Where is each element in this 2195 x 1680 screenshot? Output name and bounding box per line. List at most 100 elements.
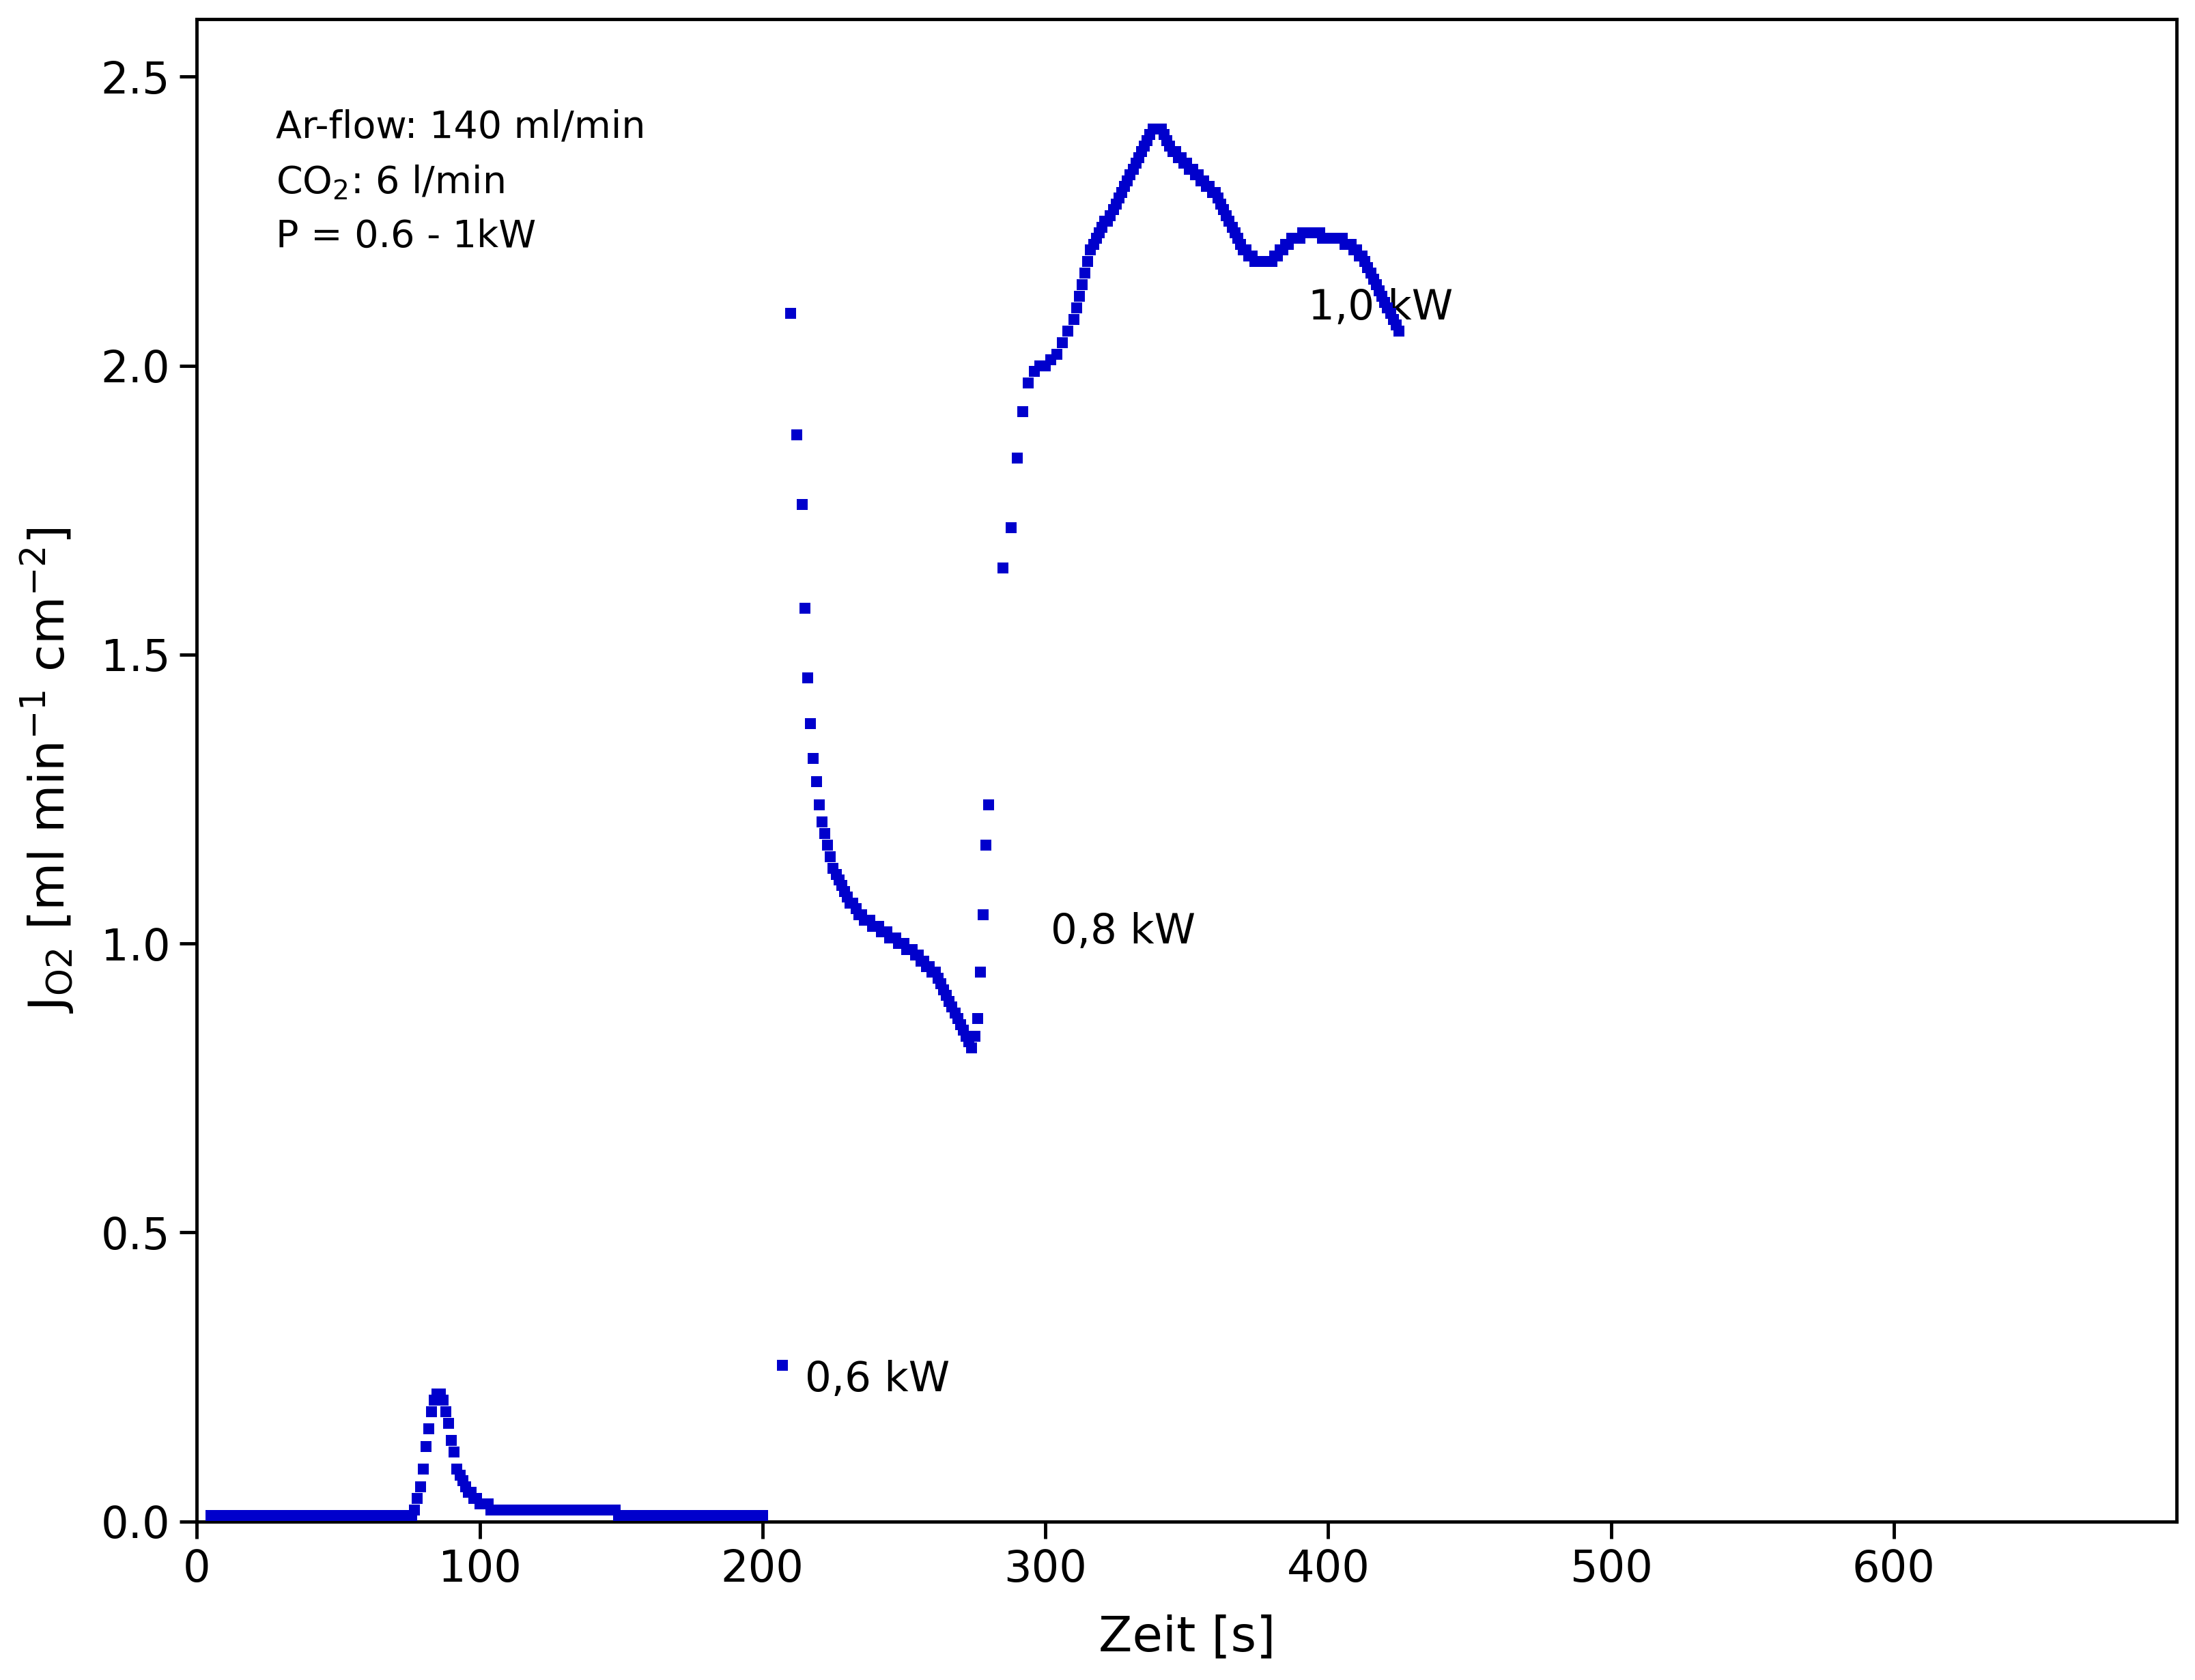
Point: [430, 1410, 465, 1436]
Point: [722, 1502, 757, 1529]
Point: [588, 1497, 623, 1524]
Point: [450, 1478, 485, 1505]
Point: [371, 1502, 406, 1529]
Point: [555, 1497, 590, 1524]
Point: [1194, 178, 1229, 205]
Point: [1212, 208, 1247, 235]
Point: [395, 1502, 430, 1529]
Point: [705, 1502, 740, 1529]
Point: [920, 964, 955, 991]
Point: [465, 1490, 500, 1517]
Point: [485, 1497, 520, 1524]
Point: [911, 953, 946, 979]
Point: [632, 1502, 667, 1529]
Point: [968, 832, 1003, 858]
Point: [461, 1490, 496, 1517]
Point: [1049, 318, 1084, 344]
Point: [1137, 116, 1172, 143]
Point: [623, 1502, 658, 1529]
Point: [1223, 230, 1258, 257]
Point: [200, 1502, 235, 1529]
Point: [1058, 294, 1093, 321]
Point: [202, 1502, 237, 1529]
Point: [1065, 272, 1100, 299]
Point: [518, 1497, 553, 1524]
Point: [628, 1502, 663, 1529]
Point: [351, 1502, 386, 1529]
Point: [1350, 254, 1385, 281]
Point: [391, 1502, 426, 1529]
Point: [509, 1497, 544, 1524]
Point: [1293, 220, 1328, 247]
Point: [641, 1502, 676, 1529]
Point: [643, 1502, 678, 1529]
Point: [784, 491, 819, 517]
Point: [841, 900, 876, 927]
Point: [880, 931, 915, 958]
Point: [1271, 230, 1306, 257]
Point: [410, 1416, 446, 1443]
Point: [498, 1497, 533, 1524]
Point: [1128, 128, 1163, 155]
Point: [1240, 249, 1275, 276]
Point: [290, 1502, 325, 1529]
Point: [329, 1502, 364, 1529]
Point: [1174, 156, 1209, 183]
Point: [342, 1502, 378, 1529]
Point: [858, 912, 893, 939]
Point: [1163, 144, 1198, 171]
Point: [334, 1502, 369, 1529]
Point: [1251, 249, 1286, 276]
Point: [1089, 208, 1124, 235]
Point: [211, 1502, 246, 1529]
Point: [378, 1502, 413, 1529]
Point: [406, 1457, 441, 1483]
Point: [1330, 230, 1365, 257]
Point: [402, 1473, 437, 1500]
Point: [573, 1497, 608, 1524]
Point: [261, 1502, 296, 1529]
Point: [1341, 242, 1376, 269]
Point: [1183, 168, 1218, 195]
Point: [320, 1502, 356, 1529]
Point: [621, 1502, 656, 1529]
Point: [608, 1502, 643, 1529]
Point: [533, 1497, 569, 1524]
Point: [1205, 197, 1240, 223]
Point: [1299, 220, 1335, 247]
Point: [612, 1502, 648, 1529]
Point: [1023, 353, 1058, 380]
Point: [558, 1497, 593, 1524]
Point: [270, 1502, 305, 1529]
Point: [547, 1497, 582, 1524]
Point: [1324, 225, 1359, 252]
Point: [358, 1502, 393, 1529]
Point: [1181, 161, 1216, 188]
Point: [323, 1502, 358, 1529]
Point: [294, 1502, 329, 1529]
Point: [1104, 178, 1139, 205]
Point: [847, 907, 882, 934]
Point: [803, 808, 838, 835]
Point: [292, 1502, 327, 1529]
Point: [634, 1502, 669, 1529]
Point: [312, 1502, 347, 1529]
Point: [601, 1502, 637, 1529]
Point: [1113, 161, 1148, 188]
Point: [843, 900, 878, 927]
Point: [230, 1502, 266, 1529]
Point: [235, 1502, 270, 1529]
Point: [250, 1502, 285, 1529]
Point: [375, 1502, 410, 1529]
Point: [654, 1502, 689, 1529]
Point: [867, 919, 902, 946]
Point: [1378, 312, 1414, 339]
Point: [876, 924, 911, 951]
Point: [1376, 306, 1411, 333]
Point: [959, 1005, 994, 1032]
Point: [1010, 370, 1045, 396]
Point: [193, 1502, 228, 1529]
Point: [268, 1502, 303, 1529]
Point: [814, 855, 849, 882]
Point: [779, 422, 814, 449]
